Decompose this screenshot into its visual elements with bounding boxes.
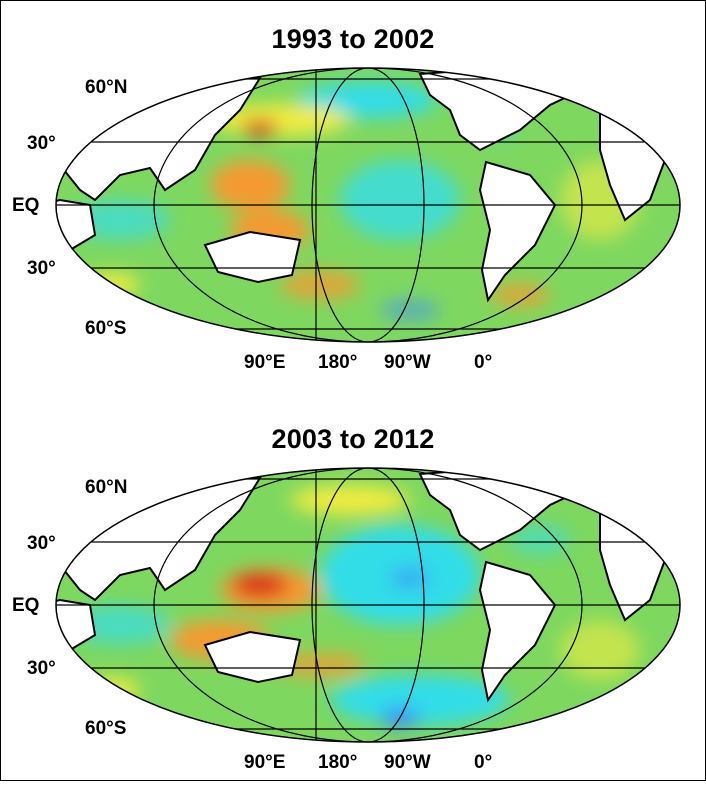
lat-label-60n: 60°N [85, 477, 128, 498]
lon-label-90e: 90°E [244, 352, 286, 373]
lat-label-60s: 60°S [85, 718, 127, 739]
south-america-land [478, 160, 557, 303]
lat-label-30n: 30° [27, 133, 56, 154]
lat-label-30s: 30° [27, 258, 56, 279]
lat-label-eq: EQ [12, 595, 40, 616]
graticule [56, 68, 680, 342]
south-america-land [478, 560, 557, 703]
lon-label-90w: 90°W [384, 352, 431, 373]
lon-label-180: 180° [318, 752, 358, 773]
panel-title: 2003 to 2012 [271, 424, 435, 454]
australia-land [203, 230, 302, 284]
lon-label-0: 0° [474, 352, 493, 373]
map-outline [55, 467, 681, 743]
lon-label-0: 0° [474, 752, 493, 773]
map-panel-1993-2002: 1993 to 2002 [0, 0, 706, 390]
map-outline [55, 67, 681, 343]
lat-label-eq: EQ [12, 195, 40, 216]
lat-label-30s: 30° [27, 658, 56, 679]
africa-east-land [56, 198, 97, 252]
lon-label-90e: 90°E [244, 752, 286, 773]
australia-land [203, 630, 302, 684]
africa-east-land [56, 598, 97, 652]
mollweide-map [55, 67, 681, 343]
lon-label-90w: 90°W [384, 752, 431, 773]
mollweide-map [55, 467, 681, 743]
lat-label-60n: 60°N [85, 77, 128, 98]
map-panel-2003-2012: 2003 to 2012 [0, 400, 706, 790]
lon-label-180: 180° [318, 352, 358, 373]
lat-label-30n: 30° [27, 533, 56, 554]
lat-label-60s: 60°S [85, 318, 127, 339]
panel-title: 1993 to 2002 [271, 24, 435, 54]
